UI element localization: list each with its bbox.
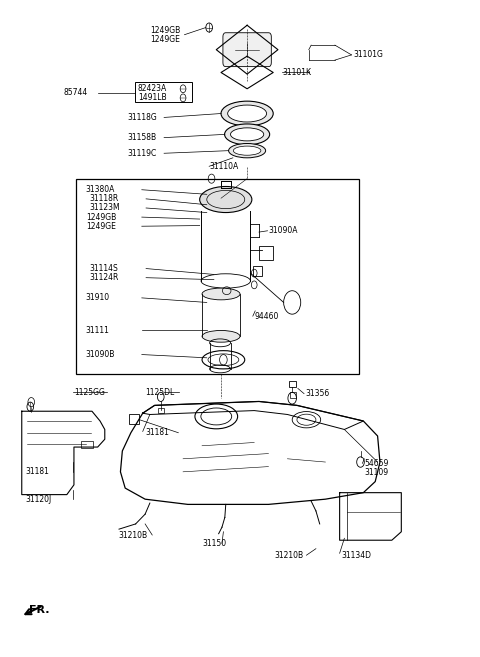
Text: 94460: 94460 <box>254 311 278 321</box>
Text: 1249GE: 1249GE <box>86 221 116 231</box>
Text: 31109: 31109 <box>364 468 388 477</box>
Ellipse shape <box>221 101 273 126</box>
Bar <box>259 246 273 260</box>
Text: 31380A: 31380A <box>86 185 115 194</box>
Bar <box>81 441 93 448</box>
Text: 31101K: 31101K <box>283 68 312 77</box>
Bar <box>253 266 262 277</box>
Ellipse shape <box>228 105 266 122</box>
Ellipse shape <box>202 330 240 342</box>
Bar <box>76 179 359 374</box>
Text: 31090B: 31090B <box>86 350 115 359</box>
Text: 31181: 31181 <box>25 467 49 476</box>
Text: 82423A: 82423A <box>138 84 167 93</box>
Bar <box>129 415 139 424</box>
Text: 1249GB: 1249GB <box>150 26 180 35</box>
Text: 31110A: 31110A <box>209 162 239 171</box>
Text: 1125GG: 1125GG <box>74 388 105 397</box>
Ellipse shape <box>225 124 270 145</box>
Ellipse shape <box>230 128 264 141</box>
Text: 31910: 31910 <box>86 294 110 302</box>
Text: 31181: 31181 <box>145 428 169 437</box>
Bar <box>289 380 296 387</box>
Text: 1125DL: 1125DL <box>145 388 174 397</box>
Text: 31134D: 31134D <box>342 551 372 560</box>
Text: 31101G: 31101G <box>354 51 384 59</box>
Text: 31114S: 31114S <box>90 264 119 273</box>
Text: FR.: FR. <box>29 605 49 615</box>
Text: 31120J: 31120J <box>25 495 51 504</box>
Text: 31210B: 31210B <box>274 551 303 560</box>
Bar <box>290 392 296 398</box>
Text: 31123M: 31123M <box>90 204 120 212</box>
Text: 31210B: 31210B <box>118 530 147 539</box>
Text: 31356: 31356 <box>305 389 330 398</box>
Ellipse shape <box>200 187 252 213</box>
Text: 31158B: 31158B <box>128 133 156 142</box>
Text: 31090A: 31090A <box>268 226 298 235</box>
Bar <box>135 82 192 102</box>
Text: 1249GB: 1249GB <box>86 213 116 221</box>
Text: 31124R: 31124R <box>90 273 119 283</box>
Text: 31118G: 31118G <box>128 113 157 122</box>
Ellipse shape <box>228 143 265 158</box>
Text: 31150: 31150 <box>202 539 226 548</box>
Text: 31111: 31111 <box>86 326 110 335</box>
Bar <box>158 408 164 413</box>
Text: 31118R: 31118R <box>90 194 119 204</box>
Text: 1249GE: 1249GE <box>150 35 180 44</box>
Text: 31119C: 31119C <box>128 148 157 158</box>
Ellipse shape <box>233 146 261 155</box>
Text: 54659: 54659 <box>364 459 389 468</box>
Text: 85744: 85744 <box>63 88 88 97</box>
FancyBboxPatch shape <box>223 33 271 66</box>
Text: 1491LB: 1491LB <box>138 93 167 102</box>
Ellipse shape <box>202 288 240 300</box>
